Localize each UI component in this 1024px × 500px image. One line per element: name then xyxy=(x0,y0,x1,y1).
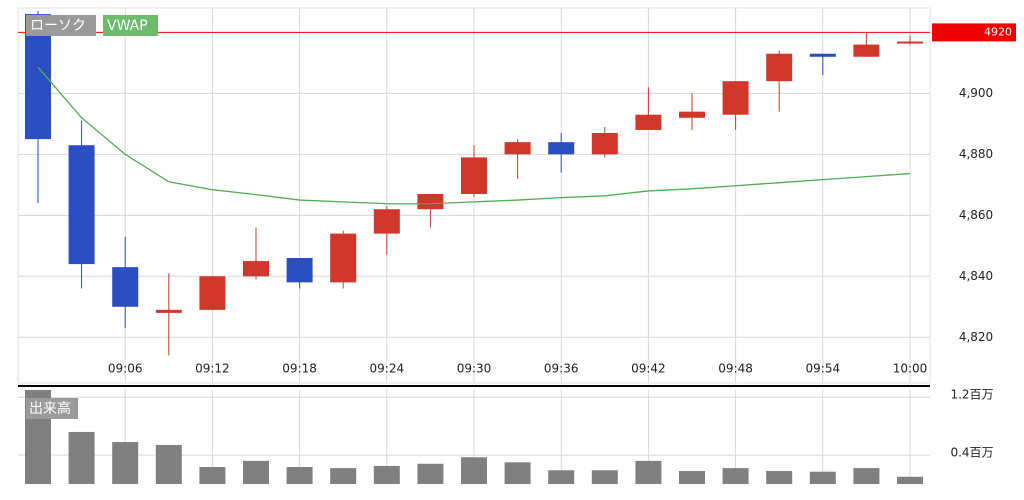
volume-bar xyxy=(548,470,575,484)
candle-body xyxy=(635,114,662,130)
x-tick-label: 10:00 xyxy=(893,362,928,376)
candle-body xyxy=(155,309,182,313)
candle-body xyxy=(243,261,269,277)
volume-bar xyxy=(112,442,139,484)
volume-tick-label: 0.4百万 xyxy=(950,446,993,460)
volume-bar xyxy=(461,457,487,484)
candle-body xyxy=(766,53,793,82)
volume-bar xyxy=(243,460,269,484)
candle-body xyxy=(68,145,95,265)
candle-body xyxy=(461,157,487,194)
volume-bar xyxy=(417,463,444,484)
x-tick-label: 09:24 xyxy=(370,362,405,376)
legend-vwap: VWAP xyxy=(107,18,148,34)
legend-volume-bg xyxy=(26,398,78,419)
candle-body xyxy=(112,267,139,307)
x-tick-label: 09:36 xyxy=(544,362,579,376)
candle-body xyxy=(548,142,575,155)
y-tick-label: 4,840 xyxy=(959,269,993,283)
candle-body xyxy=(330,233,357,283)
volume-bar xyxy=(68,431,95,484)
y-tick-label: 4,880 xyxy=(959,147,993,161)
legend-volume: 出来高 xyxy=(29,400,71,417)
volume-bar xyxy=(722,468,749,484)
candle-body xyxy=(722,81,749,115)
volume-bar xyxy=(809,471,836,484)
volume-tick-label: 1.2百万 xyxy=(950,388,993,402)
candle-body xyxy=(504,142,531,155)
x-tick-label: 09:30 xyxy=(457,362,492,376)
candle-body xyxy=(897,41,923,44)
volume-bar xyxy=(635,460,662,484)
x-tick-label: 09:12 xyxy=(195,362,230,376)
candle-body xyxy=(809,53,836,57)
volume-bar xyxy=(679,470,705,484)
candle-body xyxy=(373,209,400,234)
legend-vwap-bg xyxy=(103,15,158,36)
candle-body xyxy=(591,133,618,155)
legend-candle-bg xyxy=(26,15,96,36)
legend-candle: ローソク xyxy=(30,18,86,34)
volume-bar xyxy=(766,470,793,484)
volume-bar xyxy=(155,444,182,484)
current-price-tag xyxy=(932,23,1016,42)
candle-body xyxy=(417,193,444,210)
candle-body xyxy=(853,44,880,57)
y-tick-label: 4,900 xyxy=(959,86,993,100)
y-tick-label: 4,820 xyxy=(959,330,993,344)
candle-body xyxy=(679,111,705,118)
x-tick-label: 09:42 xyxy=(631,362,666,376)
x-tick-label: 09:06 xyxy=(108,362,143,376)
candle-body xyxy=(286,258,313,283)
volume-bar xyxy=(330,468,357,484)
volume-bar xyxy=(591,470,618,484)
volume-bar xyxy=(286,467,313,484)
volume-bar xyxy=(373,465,400,484)
x-tick-label: 09:18 xyxy=(282,362,317,376)
candle-body xyxy=(199,276,226,310)
volume-bar xyxy=(504,462,531,484)
vwap-line xyxy=(37,66,911,205)
volume-bar xyxy=(897,476,923,484)
y-tick-label: 4,860 xyxy=(959,208,993,222)
volume-bar xyxy=(853,468,880,484)
current-price-label: 4920 xyxy=(984,25,1012,38)
x-tick-label: 09:48 xyxy=(718,362,753,376)
x-tick-label: 09:54 xyxy=(806,362,841,376)
volume-bar xyxy=(199,467,226,484)
